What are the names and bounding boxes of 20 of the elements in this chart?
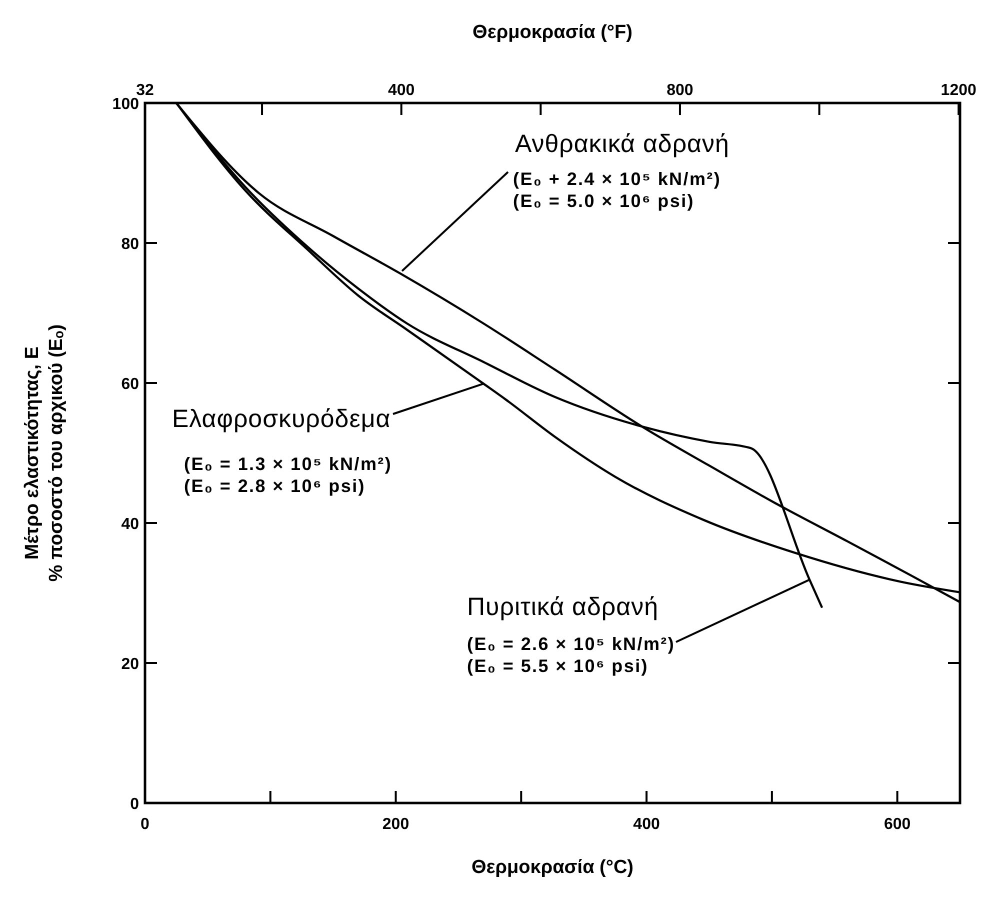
x2-tick-label: 400 bbox=[388, 82, 415, 99]
y-tick-label: 0 bbox=[130, 796, 140, 813]
x-tick-label: 600 bbox=[884, 816, 911, 833]
annotation: Ανθρακικά αδρανή (E₀ + 2.4 × 10⁵ kN/m²) (E₀ = 5.0 × 10⁶ psi) bbox=[513, 130, 730, 211]
y-tick-label: 40 bbox=[121, 516, 140, 533]
x-tick-label: 200 bbox=[382, 816, 410, 833]
x2-tick-label: 32 bbox=[136, 82, 154, 99]
y-tick-label: 20 bbox=[121, 656, 140, 673]
x-axis-title: Θερμοκρασία (°C) bbox=[471, 857, 634, 878]
x2-tick-label: 1200 bbox=[940, 82, 977, 99]
x-tick-label: 0 bbox=[140, 816, 150, 833]
y-tick-label: 60 bbox=[121, 376, 140, 393]
annotation: Ελαφροσκυρόδεμα (E₀ = 1.3 × 10⁵ kN/m²) (E₀ = 2.8 × 10⁶ psi) bbox=[172, 405, 392, 496]
x2-axis-title: Θερμοκρασία (°F) bbox=[472, 22, 632, 43]
y-tick-label: 100 bbox=[112, 96, 140, 113]
x2-tick-label: 800 bbox=[666, 82, 694, 99]
annotation: Πυριτικά αδρανή (E₀ = 2.6 × 10⁵ kN/m²) (E₀ = 5.5 × 10⁶ psi) bbox=[467, 593, 676, 676]
y-axis-title: Μέτρο ελαστικότητας, Ε % ποσοστό του αρχικού (Eₒ) bbox=[22, 324, 67, 582]
y-tick-label: 80 bbox=[121, 236, 140, 253]
x-tick-label: 400 bbox=[633, 816, 660, 833]
